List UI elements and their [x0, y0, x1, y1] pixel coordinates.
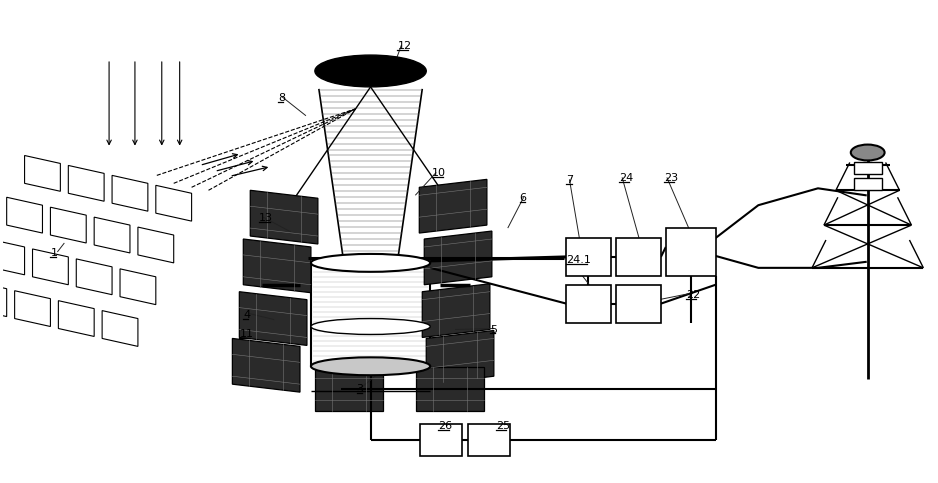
Text: 22: 22 — [686, 290, 700, 300]
Bar — [420, 424, 462, 456]
Polygon shape — [120, 269, 156, 305]
Bar — [567, 238, 612, 276]
Text: 25: 25 — [496, 421, 510, 431]
Polygon shape — [33, 249, 68, 285]
Polygon shape — [138, 227, 174, 263]
Polygon shape — [24, 156, 60, 191]
Text: 12: 12 — [398, 41, 412, 51]
Polygon shape — [156, 185, 191, 221]
Bar — [854, 162, 882, 174]
Bar — [666, 228, 716, 276]
Bar — [854, 178, 882, 190]
Polygon shape — [15, 291, 51, 327]
Polygon shape — [51, 207, 86, 243]
Ellipse shape — [315, 55, 426, 87]
Ellipse shape — [310, 254, 431, 272]
Text: 8: 8 — [278, 93, 285, 103]
Polygon shape — [419, 179, 487, 233]
Polygon shape — [416, 367, 484, 411]
Text: 24.1: 24.1 — [567, 255, 591, 265]
Text: 13: 13 — [259, 213, 273, 223]
Text: 4: 4 — [243, 310, 250, 320]
Polygon shape — [76, 259, 112, 295]
Polygon shape — [112, 175, 148, 211]
Polygon shape — [315, 367, 383, 411]
Polygon shape — [250, 190, 318, 244]
Ellipse shape — [310, 319, 431, 334]
Polygon shape — [58, 300, 94, 337]
Text: 11: 11 — [239, 329, 253, 340]
Polygon shape — [426, 330, 493, 384]
Ellipse shape — [310, 357, 431, 375]
Bar — [616, 285, 661, 323]
Text: 10: 10 — [432, 169, 446, 178]
Polygon shape — [94, 217, 130, 253]
Text: 5: 5 — [490, 325, 497, 335]
Text: 26: 26 — [438, 421, 452, 431]
Polygon shape — [424, 231, 492, 285]
Polygon shape — [7, 197, 42, 233]
Polygon shape — [422, 284, 490, 338]
Polygon shape — [68, 166, 104, 201]
Polygon shape — [0, 281, 7, 316]
Text: 3: 3 — [356, 384, 364, 394]
Polygon shape — [0, 239, 24, 275]
Bar — [468, 424, 509, 456]
Polygon shape — [239, 292, 307, 345]
Text: 23: 23 — [664, 173, 678, 184]
Polygon shape — [243, 239, 310, 293]
Polygon shape — [102, 311, 138, 346]
Bar — [616, 238, 661, 276]
Text: 24: 24 — [619, 173, 633, 184]
Bar — [567, 285, 612, 323]
Text: 2: 2 — [392, 59, 400, 69]
Text: 7: 7 — [567, 175, 573, 185]
Polygon shape — [233, 339, 300, 392]
Ellipse shape — [851, 144, 885, 160]
Text: 1: 1 — [51, 248, 57, 258]
Text: 6: 6 — [520, 193, 527, 203]
